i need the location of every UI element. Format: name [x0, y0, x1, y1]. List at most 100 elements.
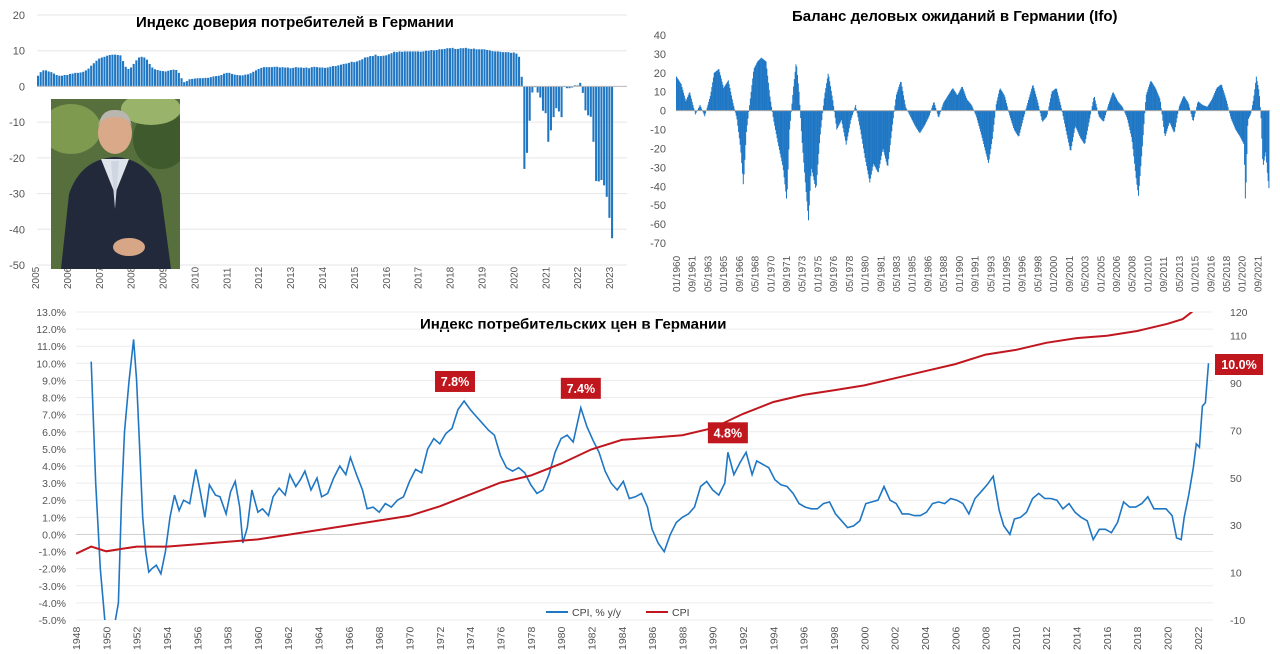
ifo-bar: [1160, 101, 1161, 111]
ifo-bar: [708, 101, 710, 111]
ifo-bar: [1054, 88, 1056, 111]
ifo-bar: [1143, 110, 1145, 125]
ifo-bar: [749, 105, 751, 111]
ifo-bar: [816, 110, 818, 176]
cpi-xtick-label: 2008: [981, 626, 993, 650]
cc-bar: [510, 52, 513, 87]
ifo-bar: [1007, 109, 1009, 111]
ifo-bar: [789, 110, 791, 130]
ifo-bar: [1261, 110, 1263, 139]
ifo-bar: [1124, 110, 1126, 114]
ifo-bar: [949, 92, 951, 111]
ifo-bar: [989, 110, 991, 155]
cc-bar: [448, 48, 451, 87]
cc-bar: [409, 51, 412, 87]
ifo-bar: [891, 110, 893, 132]
cc-bar: [196, 78, 199, 87]
ifo-bar: [1072, 110, 1073, 142]
ifo-bar: [766, 68, 768, 111]
ifo-bar: [1182, 96, 1184, 111]
ifo-bar: [1221, 85, 1223, 111]
ifo-bar: [1064, 110, 1066, 124]
ifo-bar: [792, 94, 794, 111]
ifo-bar: [888, 110, 890, 160]
cc-bar: [326, 67, 329, 87]
ifo-bar: [977, 110, 979, 124]
cc-bar: [342, 63, 345, 87]
ifo-bar: [794, 71, 796, 111]
cpi-left-tick-label: -3.0%: [39, 581, 66, 593]
ifo-bar: [1028, 97, 1030, 111]
ifo-bar: [934, 105, 936, 111]
ifo-bar: [704, 110, 706, 117]
ifo-bar: [881, 110, 883, 156]
ifo-bar: [742, 110, 743, 174]
cpi-xtick-label: 1978: [526, 626, 538, 650]
ifo-bar: [852, 110, 853, 116]
ifo-bar: [965, 95, 967, 111]
cc-bar: [281, 67, 284, 87]
cc-bar: [347, 62, 351, 87]
cc-bar: [244, 74, 247, 87]
ifo-bar: [795, 64, 797, 111]
cc-bar: [393, 51, 396, 87]
ifo-ytick-label: -40: [650, 181, 666, 193]
ifo-bar: [910, 110, 912, 117]
ifo-bar: [919, 110, 921, 133]
cc-bar: [600, 86, 603, 180]
ifo-bar: [967, 100, 969, 111]
ifo-bar: [793, 79, 795, 111]
ifo-bar: [861, 110, 863, 139]
ifo-bar: [695, 110, 697, 113]
ifo-bar: [894, 105, 896, 111]
ifo-bar: [987, 110, 989, 160]
cc-bar: [470, 48, 473, 87]
ifo-bar: [1096, 107, 1098, 111]
ifo-bar: [801, 110, 803, 143]
ifo-bar: [764, 60, 766, 111]
ifo-bar: [687, 97, 688, 111]
ifo-bar: [871, 110, 873, 171]
cc-bar: [382, 55, 385, 87]
ifo-bar: [1186, 101, 1188, 111]
ifo-bar: [883, 110, 885, 153]
cpi-xtick-label: 2012: [1041, 626, 1053, 650]
ifo-xtick-label: 01/2010: [1143, 255, 1154, 292]
ifo-bar: [718, 69, 720, 111]
ifo-bar: [951, 89, 952, 111]
ifo-bar: [1079, 110, 1081, 136]
ifo-bar: [1003, 94, 1005, 111]
ifo-bar: [1142, 110, 1144, 136]
cc-bar: [432, 50, 436, 87]
consumer-confidence-title: Индекс доверия потребителей в Германии: [136, 14, 454, 31]
ifo-bar: [1051, 91, 1053, 111]
ifo-bar: [884, 110, 886, 156]
ifo-bar: [1043, 110, 1045, 120]
ifo-bar: [739, 110, 741, 145]
ifo-bar: [1104, 110, 1106, 119]
cc-bar: [260, 67, 263, 87]
ifo-bar: [698, 108, 699, 111]
ifo-bar: [1099, 110, 1101, 118]
cc-bar: [84, 70, 87, 87]
ifo-bar: [1202, 105, 1204, 111]
ifo-bar: [1093, 97, 1095, 111]
ifo-bar: [1171, 110, 1172, 127]
ifo-bar: [692, 104, 694, 111]
ifo-bar: [1072, 110, 1074, 138]
ifo-bar: [786, 110, 788, 190]
cpi-right-tick-label: 110: [1230, 331, 1247, 343]
ifo-bar: [715, 71, 717, 111]
cc-bar: [294, 67, 297, 87]
ifo-bar: [776, 110, 778, 139]
cpi-left-tick-label: 13.0%: [36, 307, 66, 319]
ifo-bar: [997, 97, 999, 111]
cc-bar: [552, 86, 555, 118]
ifo-bar: [1247, 110, 1249, 126]
cc-xtick-label: 2013: [286, 266, 297, 289]
cc-bar: [592, 86, 595, 142]
ifo-bar: [1168, 110, 1170, 124]
cc-bar: [472, 48, 475, 87]
ifo-bar: [1178, 106, 1180, 111]
ifo-bar: [1145, 94, 1147, 111]
